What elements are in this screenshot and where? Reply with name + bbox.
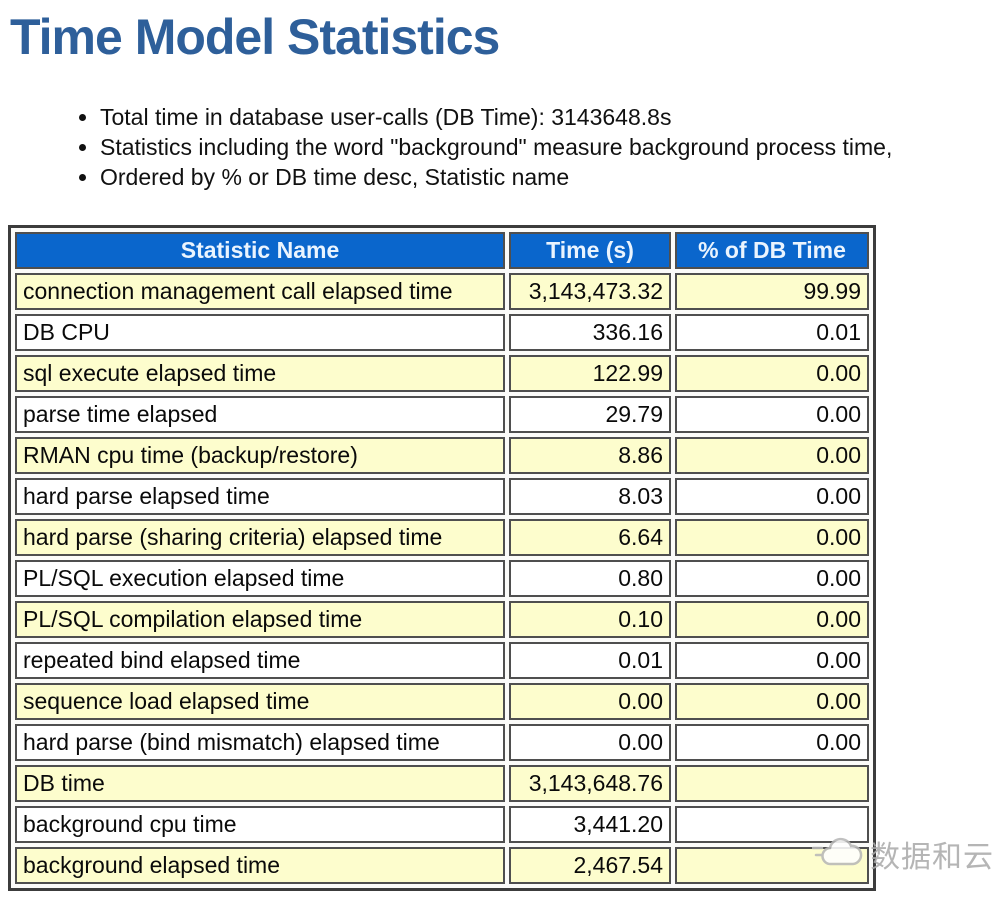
stat-name-cell: sequence load elapsed time	[15, 683, 505, 720]
pct-cell	[675, 806, 869, 843]
pct-cell: 0.00	[675, 396, 869, 433]
time-cell: 3,143,648.76	[509, 765, 671, 802]
stat-name-cell: DB CPU	[15, 314, 505, 351]
stat-name-cell: background cpu time	[15, 806, 505, 843]
column-header-pct-db-time: % of DB Time	[675, 232, 869, 269]
table-row: parse time elapsed 29.79 0.00	[15, 396, 869, 433]
pct-cell: 0.00	[675, 724, 869, 761]
page-title: Time Model Statistics	[10, 9, 500, 65]
stat-name-cell: connection management call elapsed time	[15, 273, 505, 310]
pct-cell: 0.00	[675, 560, 869, 597]
stat-name-cell: sql execute elapsed time	[15, 355, 505, 392]
table-row: PL/SQL compilation elapsed time 0.10 0.0…	[15, 601, 869, 638]
table-header-row: Statistic Name Time (s) % of DB Time	[15, 232, 869, 269]
time-cell: 0.00	[509, 724, 671, 761]
stat-name-cell: hard parse elapsed time	[15, 478, 505, 515]
watermark-label: 数据和云	[870, 841, 994, 874]
stat-name-cell: parse time elapsed	[15, 396, 505, 433]
pct-cell: 0.00	[675, 478, 869, 515]
table-row: connection management call elapsed time …	[15, 273, 869, 310]
table-row: PL/SQL execution elapsed time 0.80 0.00	[15, 560, 869, 597]
table-row: RMAN cpu time (backup/restore) 8.86 0.00	[15, 437, 869, 474]
table-row: background elapsed time 2,467.54	[15, 847, 869, 884]
pct-cell: 0.00	[675, 355, 869, 392]
table-row: background cpu time 3,441.20	[15, 806, 869, 843]
column-header-time: Time (s)	[509, 232, 671, 269]
note-ordering: Ordered by % or DB time desc, Statistic …	[100, 162, 1007, 192]
time-cell: 0.00	[509, 683, 671, 720]
pct-cell: 0.00	[675, 437, 869, 474]
stat-name-cell: PL/SQL execution elapsed time	[15, 560, 505, 597]
cloud-icon	[811, 830, 868, 879]
time-cell: 336.16	[509, 314, 671, 351]
stat-name-cell: RMAN cpu time (backup/restore)	[15, 437, 505, 474]
time-cell: 29.79	[509, 396, 671, 433]
note-db-time: Total time in database user-calls (DB Ti…	[100, 102, 1007, 132]
time-model-statistics-table: Statistic Name Time (s) % of DB Time con…	[8, 225, 876, 891]
stat-name-cell: DB time	[15, 765, 505, 802]
table-row: sequence load elapsed time 0.00 0.00	[15, 683, 869, 720]
time-cell: 8.03	[509, 478, 671, 515]
pct-cell	[675, 765, 869, 802]
time-cell: 0.01	[509, 642, 671, 679]
table-row: hard parse (sharing criteria) elapsed ti…	[15, 519, 869, 556]
stat-name-cell: background elapsed time	[15, 847, 505, 884]
pct-cell: 0.01	[675, 314, 869, 351]
time-cell: 2,467.54	[509, 847, 671, 884]
stat-name-cell: PL/SQL compilation elapsed time	[15, 601, 505, 638]
notes-list: Total time in database user-calls (DB Ti…	[0, 102, 1007, 192]
table-row: hard parse (bind mismatch) elapsed time …	[15, 724, 869, 761]
table-row: hard parse elapsed time 8.03 0.00	[15, 478, 869, 515]
pct-cell: 0.00	[675, 601, 869, 638]
time-cell: 3,441.20	[509, 806, 671, 843]
time-cell: 3,143,473.32	[509, 273, 671, 310]
time-cell: 6.64	[509, 519, 671, 556]
table-row: repeated bind elapsed time 0.01 0.00	[15, 642, 869, 679]
time-cell: 0.10	[509, 601, 671, 638]
time-cell: 122.99	[509, 355, 671, 392]
pct-cell: 0.00	[675, 683, 869, 720]
watermark: 数据和云	[811, 828, 1002, 880]
note-background: Statistics including the word "backgroun…	[100, 132, 1007, 162]
table-row: DB CPU 336.16 0.01	[15, 314, 869, 351]
pct-cell: 99.99	[675, 273, 869, 310]
table-row: DB time 3,143,648.76	[15, 765, 869, 802]
stat-name-cell: repeated bind elapsed time	[15, 642, 505, 679]
stat-name-cell: hard parse (sharing criteria) elapsed ti…	[15, 519, 505, 556]
pct-cell: 0.00	[675, 642, 869, 679]
time-cell: 0.80	[509, 560, 671, 597]
pct-cell: 0.00	[675, 519, 869, 556]
stat-name-cell: hard parse (bind mismatch) elapsed time	[15, 724, 505, 761]
table-row: sql execute elapsed time 122.99 0.00	[15, 355, 869, 392]
time-cell: 8.86	[509, 437, 671, 474]
column-header-statistic-name: Statistic Name	[15, 232, 505, 269]
